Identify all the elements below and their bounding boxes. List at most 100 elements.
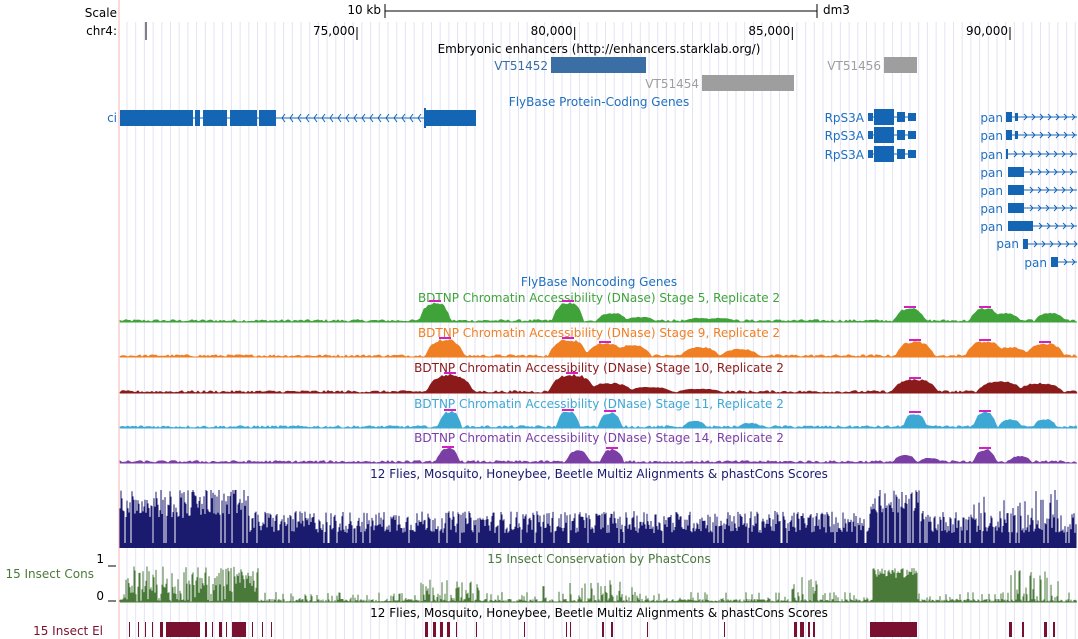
gene-label-pan-8[interactable]: pan — [996, 237, 1019, 251]
gene-exon — [908, 150, 916, 158]
elements-side-label[interactable]: 15 Insect El — [33, 624, 103, 638]
gene-label-pan-1[interactable]: pan — [980, 111, 1003, 125]
gene-exon — [1023, 239, 1028, 249]
saturation-marker — [562, 300, 574, 302]
gene-exon — [230, 110, 257, 126]
strand-arrow — [1045, 168, 1050, 176]
cons-element — [1022, 622, 1024, 637]
dnase-stage11-signal[interactable] — [119, 409, 1078, 429]
cons-element — [524, 622, 525, 637]
strand-arrow — [409, 113, 414, 123]
strand-arrow — [1023, 131, 1028, 139]
gene-label-pan-2[interactable]: pan — [980, 129, 1003, 143]
cons-element — [271, 622, 272, 637]
gene-label-rps3a-3[interactable]: RpS3A — [825, 148, 865, 162]
multiz-signal[interactable] — [119, 490, 1077, 548]
saturation-marker — [606, 447, 618, 449]
dnase-stage5-signal[interactable] — [119, 300, 1078, 323]
cons-signal[interactable] — [119, 566, 1077, 603]
strand-arrow — [1029, 150, 1034, 158]
strand-arrow — [1070, 222, 1075, 230]
gene-exon — [203, 110, 227, 126]
gene-exon — [868, 113, 873, 121]
saturation-marker — [979, 447, 991, 449]
strand-arrow — [417, 113, 422, 123]
strand-arrow — [1069, 150, 1074, 158]
strand-arrow — [361, 113, 366, 123]
gene-exon — [259, 110, 276, 126]
cons-elements[interactable] — [129, 622, 1055, 637]
strand-arrow — [1029, 168, 1034, 176]
enhancer-label-vt51454[interactable]: VT51454 — [645, 77, 699, 91]
enhancer-vt51454[interactable] — [702, 75, 794, 91]
ruler-tick-label: 90,000 — [966, 24, 1008, 38]
strand-arrow — [1031, 131, 1036, 139]
gene-exon — [1008, 167, 1024, 177]
strand-arrow — [1055, 113, 1060, 121]
strand-arrow — [1065, 240, 1070, 248]
dnase-stage10-signal[interactable] — [119, 372, 1078, 394]
saturation-marker — [979, 410, 991, 412]
strand-arrow — [1061, 186, 1066, 194]
saturation-marker — [1039, 341, 1051, 343]
strand-arrow — [313, 113, 318, 123]
cons-element — [447, 622, 450, 637]
gene-label-rps3a-1[interactable]: RpS3A — [825, 111, 865, 125]
strand-arrow — [1069, 204, 1074, 212]
gene-models[interactable] — [120, 108, 1078, 267]
strand-arrow — [329, 113, 334, 123]
cons-element — [166, 622, 200, 637]
gene-exon — [1008, 203, 1024, 213]
gene-exon — [874, 109, 894, 125]
gene-exon — [1006, 149, 1008, 159]
multiz-track-title: 12 Flies, Mosquito, Honeybee, Beetle Mul… — [370, 467, 828, 481]
strand-arrow — [281, 113, 286, 123]
strand-arrow — [1071, 131, 1076, 139]
cons-element — [476, 622, 477, 637]
strand-arrow — [321, 113, 326, 123]
saturation-marker — [562, 337, 574, 339]
gene-label-pan-6[interactable]: pan — [980, 202, 1003, 216]
saturation-marker — [566, 372, 578, 374]
gene-exon — [120, 110, 193, 126]
cons-element — [219, 622, 222, 637]
cons-element — [800, 622, 804, 637]
strand-arrow — [1047, 113, 1052, 121]
strand-arrow — [305, 113, 310, 123]
dnase-stage14-signal[interactable] — [119, 446, 1078, 464]
gene-label-pan-7[interactable]: pan — [980, 220, 1003, 234]
gene-exon — [195, 110, 200, 126]
saturation-marker — [909, 411, 921, 413]
saturation-marker — [444, 372, 456, 374]
gene-label-rps3a-2[interactable]: RpS3A — [825, 129, 865, 143]
enhancer-label-vt51452[interactable]: VT51452 — [494, 59, 548, 73]
enhancer-label-vt51456[interactable]: VT51456 — [827, 59, 881, 73]
strand-arrow — [1047, 131, 1052, 139]
gene-label-pan-9[interactable]: pan — [1024, 256, 1047, 270]
cons-side-label[interactable]: 15 Insect Cons — [5, 567, 94, 581]
gene-exon — [1006, 112, 1012, 122]
gene-label-ci[interactable]: ci — [107, 111, 117, 125]
gene-exon — [1008, 221, 1033, 231]
strand-arrow — [1045, 186, 1050, 194]
dnase-signal-area — [119, 373, 1078, 394]
gene-label-pan-5[interactable]: pan — [980, 184, 1003, 198]
strand-arrow — [1037, 186, 1042, 194]
strand-arrow — [1037, 204, 1042, 212]
gene-label-pan-3[interactable]: pan — [980, 148, 1003, 162]
dnase-signal-area — [119, 339, 1078, 358]
gene-label-pan-4[interactable]: pan — [980, 166, 1003, 180]
saturation-marker — [439, 337, 451, 339]
enhancer-vt51452[interactable] — [551, 57, 646, 73]
cons-y-max: 1 — [96, 552, 104, 566]
ruler-tick-label: 75,000 — [313, 24, 355, 38]
cons-element — [1053, 622, 1055, 637]
strand-arrow — [1041, 240, 1046, 248]
gene-exon — [868, 150, 873, 158]
strand-arrow — [1037, 150, 1042, 158]
dnase-stage9-signal[interactable] — [119, 337, 1078, 358]
saturation-marker — [979, 339, 991, 341]
gene-exon — [908, 131, 916, 139]
enhancer-vt51456[interactable] — [884, 57, 917, 73]
